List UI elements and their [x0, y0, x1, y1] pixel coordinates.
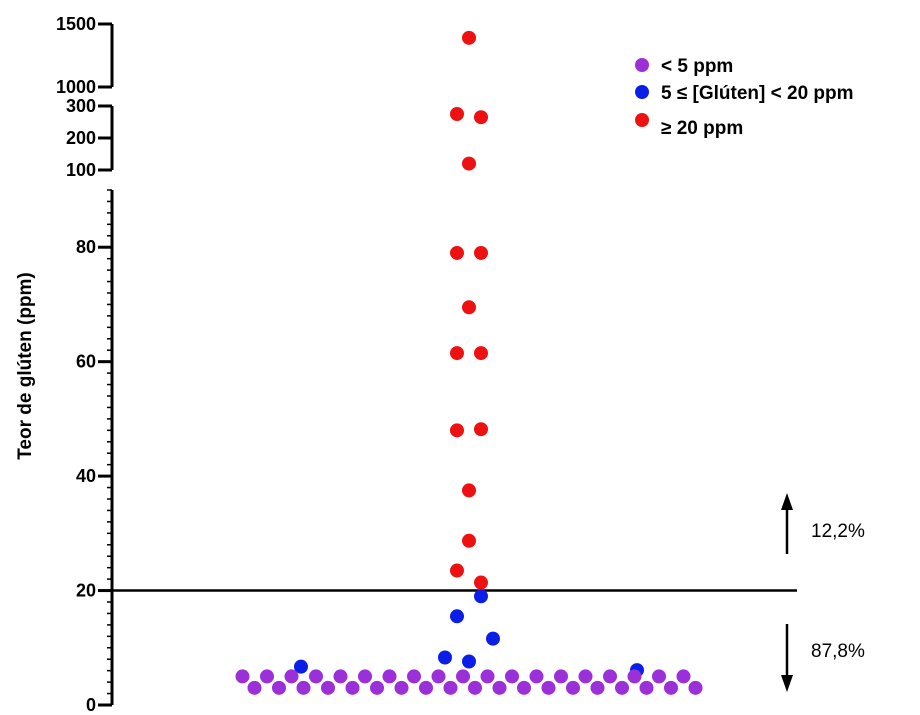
legend-label-mid: 5 ≤ [Glúten] < 20 ppm	[661, 83, 854, 104]
point-lt5	[541, 680, 556, 695]
point-lt5	[358, 669, 372, 684]
point-ge20	[450, 245, 464, 260]
point-lt5	[554, 669, 568, 684]
point-lt5	[627, 669, 642, 684]
y-tick-label: 60	[76, 352, 96, 372]
point-lt5	[505, 669, 519, 684]
point-lt5	[590, 680, 605, 695]
point-mid	[450, 609, 464, 624]
data-points	[235, 30, 703, 695]
legend: < 5 ppm 5 ≤ [Glúten] < 20 ppm ≥ 20 ppm	[635, 56, 854, 139]
point-lt5	[639, 680, 654, 695]
point-ge20	[462, 483, 476, 498]
point-lt5	[517, 680, 531, 695]
point-lt5	[578, 669, 593, 684]
y-tick-label: 300	[66, 96, 96, 116]
point-ge20	[474, 575, 488, 590]
point-lt5	[370, 680, 384, 695]
point-mid	[438, 650, 452, 665]
point-mid	[474, 589, 488, 604]
point-lt5	[480, 669, 495, 684]
point-lt5	[676, 669, 691, 684]
point-lt5	[566, 680, 580, 695]
percent-below-annotation: 87,8%	[781, 624, 865, 692]
legend-marker-lt5	[635, 58, 649, 72]
point-ge20	[474, 422, 488, 437]
point-ge20	[474, 110, 488, 125]
point-ge20	[450, 346, 464, 361]
y-tick-label: 40	[76, 466, 96, 486]
y-tick-label: 100	[66, 160, 96, 180]
point-ge20	[462, 533, 476, 548]
point-lt5	[652, 669, 666, 684]
point-lt5	[529, 669, 544, 684]
legend-marker-mid	[635, 85, 649, 99]
percent-above-annotation: 12,2%	[781, 493, 865, 554]
point-lt5	[382, 669, 397, 684]
point-ge20	[462, 156, 476, 171]
legend-label-ge20: ≥ 20 ppm	[661, 118, 743, 139]
y-tick-label: 20	[76, 581, 96, 601]
percent-above-label: 12,2%	[811, 521, 865, 542]
point-ge20	[450, 423, 464, 438]
y-tick-label: 1500	[56, 14, 96, 34]
y-tick-label: 1000	[56, 77, 96, 97]
point-lt5	[664, 680, 678, 695]
point-lt5	[615, 680, 629, 695]
point-lt5	[345, 680, 360, 695]
point-lt5	[407, 669, 421, 684]
legend-marker-ge20	[635, 113, 649, 127]
percent-below-label: 87,8%	[811, 641, 865, 662]
y-axis-label: Teor de glúten (ppm)	[15, 272, 36, 460]
point-mid	[462, 654, 476, 669]
point-lt5	[603, 669, 617, 684]
point-ge20	[450, 563, 464, 578]
point-lt5	[284, 669, 299, 684]
arrow-up-icon	[781, 493, 793, 510]
point-lt5	[456, 669, 470, 684]
point-mid	[294, 659, 308, 674]
point-lt5	[296, 680, 311, 695]
point-lt5	[309, 669, 323, 684]
point-lt5	[419, 680, 433, 695]
y-tick-label: 200	[66, 128, 96, 148]
point-ge20	[450, 107, 464, 121]
legend-label-lt5: < 5 ppm	[661, 56, 733, 77]
y-tick-label: 80	[76, 237, 96, 257]
point-lt5	[492, 680, 507, 695]
point-ge20	[462, 30, 476, 45]
point-lt5	[431, 669, 446, 684]
point-lt5	[260, 669, 274, 684]
arrow-down-icon	[781, 675, 793, 692]
point-lt5	[468, 680, 482, 695]
point-ge20	[462, 300, 476, 315]
point-ge20	[474, 245, 488, 260]
point-ge20	[474, 346, 488, 361]
point-mid	[486, 631, 500, 646]
point-lt5	[394, 680, 409, 695]
point-lt5	[333, 669, 348, 684]
point-lt5	[688, 680, 703, 695]
y-tick-label: 0	[86, 695, 96, 715]
point-lt5	[443, 680, 458, 695]
point-lt5	[247, 680, 262, 695]
point-lt5	[321, 680, 335, 695]
point-lt5	[235, 669, 250, 684]
point-lt5	[272, 680, 286, 695]
